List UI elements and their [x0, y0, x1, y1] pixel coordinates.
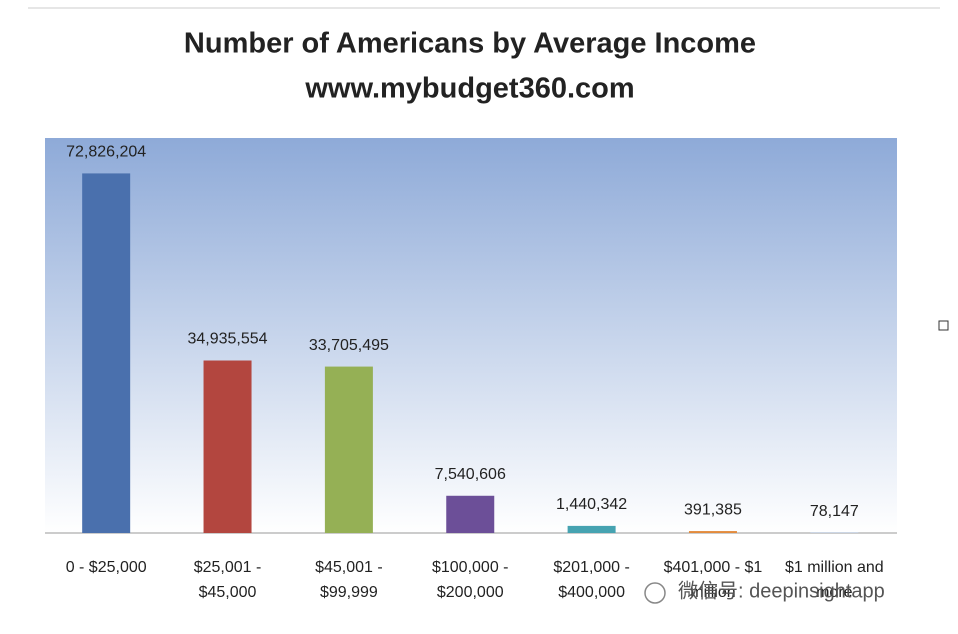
watermark: 微信号: deepinsightapp	[644, 579, 885, 604]
x-tick-label: $25,001 -	[194, 559, 262, 576]
x-tick-label: $200,000	[437, 584, 504, 601]
x-tick-label: $401,000 - $1	[664, 559, 763, 576]
value-label: 391,385	[684, 501, 742, 518]
value-label: 78,147	[810, 503, 859, 520]
chart-subtitle: www.mybudget360.com	[304, 73, 634, 105]
x-tick-label: more	[816, 584, 853, 601]
bar	[567, 525, 616, 533]
plot-area	[45, 138, 897, 533]
x-tick-label: $45,001 -	[315, 559, 383, 576]
watermark-text: 微信号: deepinsightapp	[678, 579, 885, 602]
value-label: 1,440,342	[556, 496, 627, 513]
value-label: 7,540,606	[435, 466, 506, 483]
bar	[324, 366, 373, 533]
x-tick-label: $201,000 -	[553, 559, 630, 576]
bar	[82, 173, 131, 533]
bar	[203, 360, 252, 533]
chart-title: Number of Americans by Average Income	[184, 28, 756, 60]
value-label: 33,705,495	[309, 337, 389, 354]
value-label: 34,935,554	[187, 331, 267, 348]
x-tick-label: $45,000	[199, 584, 257, 601]
bar	[688, 531, 737, 533]
watermark-icon	[644, 582, 666, 604]
x-tick-label: million	[690, 584, 735, 601]
x-tick-label: 0 - $25,000	[66, 559, 147, 576]
value-label: 72,826,204	[66, 144, 146, 161]
corner-handle	[938, 320, 949, 331]
x-tick-label: $99,999	[320, 584, 378, 601]
x-tick-label: $100,000 -	[432, 559, 509, 576]
x-tick-label: $1 million and	[785, 559, 884, 576]
x-tick-label: $400,000	[558, 584, 625, 601]
bar	[446, 495, 495, 533]
